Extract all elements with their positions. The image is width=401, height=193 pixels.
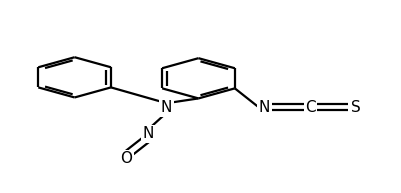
Text: O: O <box>121 151 133 166</box>
Text: N: N <box>259 100 270 114</box>
Text: N: N <box>161 101 172 115</box>
Text: N: N <box>143 126 154 141</box>
Text: C: C <box>305 100 316 114</box>
Text: S: S <box>351 100 361 114</box>
